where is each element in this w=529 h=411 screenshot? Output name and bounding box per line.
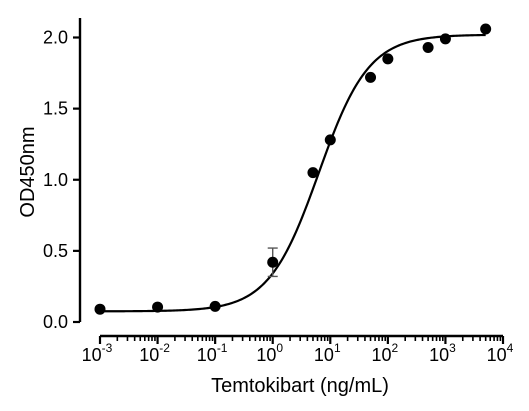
data-point <box>382 53 394 65</box>
ticks-layer: 0.0 0.5 1.0 1.5 2.0 10-3 10-2 10-1 100 101 102 103 1… <box>43 28 514 366</box>
x-tick-label: 10-1 <box>197 341 228 365</box>
y-axis-title: OD450nm <box>17 126 39 217</box>
fit-curve <box>99 33 486 313</box>
x-tick-label: 100 <box>256 341 283 365</box>
y-tick-label: 1.0 <box>43 170 68 190</box>
data-point <box>307 167 319 179</box>
data-point <box>267 256 279 268</box>
y-tick-label: 0.5 <box>43 241 68 261</box>
x-tick-label: 101 <box>314 341 341 365</box>
data-point <box>94 303 106 315</box>
data-point <box>439 33 451 45</box>
x-tick-label: 10-2 <box>139 341 170 365</box>
x-tick-label: 102 <box>371 341 398 365</box>
data-point <box>480 23 492 35</box>
x-tick-label: 104 <box>487 341 514 365</box>
data-point <box>324 134 336 146</box>
axes-layer <box>78 18 503 338</box>
x-tick-label: 103 <box>429 341 456 365</box>
data-point <box>209 300 221 312</box>
y-tick-label: 0.0 <box>43 312 68 332</box>
y-tick-label: 1.5 <box>43 99 68 119</box>
y-tick-label: 2.0 <box>43 28 68 48</box>
data-point <box>365 71 377 83</box>
fit-curve-layer <box>99 33 486 313</box>
data-points-layer <box>94 23 492 315</box>
data-point <box>152 301 164 313</box>
x-tick-label: 10-3 <box>82 341 113 365</box>
x-axis-title: Temtokibart (ng/mL) <box>211 375 389 397</box>
data-point <box>422 41 434 53</box>
